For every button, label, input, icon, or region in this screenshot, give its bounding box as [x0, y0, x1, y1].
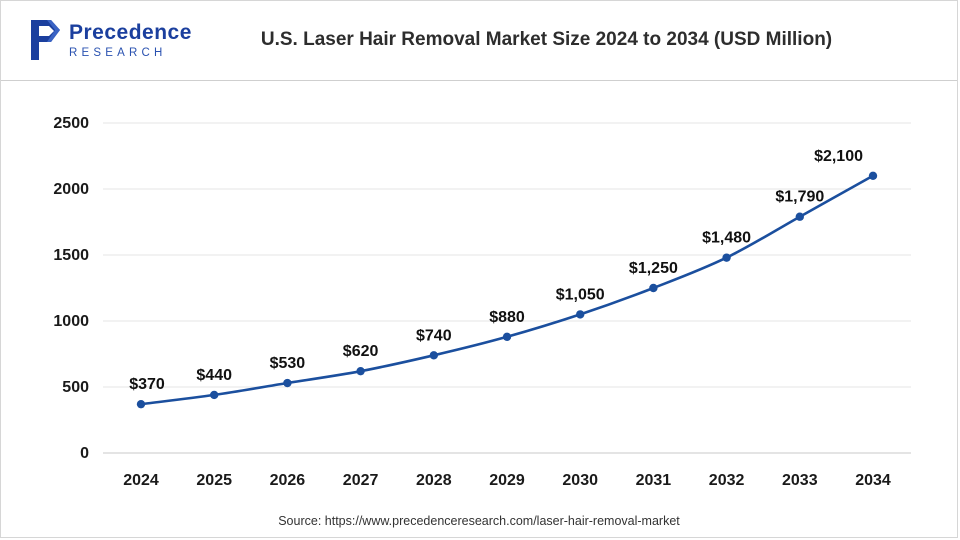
x-axis-tick-label: 2032 — [709, 472, 745, 489]
y-axis-tick-label: 1000 — [53, 313, 89, 330]
data-point-label: $1,250 — [629, 260, 678, 277]
data-point-label: $1,480 — [702, 229, 751, 246]
title-wrap: U.S. Laser Hair Removal Market Size 2024… — [242, 29, 931, 51]
x-axis-tick-label: 2034 — [855, 472, 891, 489]
logo-wordmark: Precedence — [69, 20, 192, 44]
x-axis-tick-label: 2030 — [562, 472, 598, 489]
source-text: Source: https://www.precedenceresearch.c… — [278, 514, 680, 529]
logo-text: Precedence RESEARCH — [69, 20, 192, 59]
data-point — [722, 253, 731, 262]
y-axis-tick-label: 1500 — [53, 247, 89, 264]
chart-area: 0 500 1000 1500 2000 2500 2024 2025 2026 2027 2028… — [1, 81, 957, 506]
data-point — [795, 212, 804, 221]
data-point — [868, 171, 878, 180]
y-axis-tick-label: 500 — [62, 379, 89, 396]
data-point — [356, 366, 365, 375]
x-axis-tick-label: 2033 — [782, 472, 818, 489]
x-axis-tick-label: 2028 — [416, 472, 452, 489]
data-point-label: $880 — [489, 308, 525, 325]
x-axis-tick-label: 2026 — [270, 472, 306, 489]
data-point — [283, 378, 292, 387]
x-axis-tick-label: 2024 — [123, 472, 159, 489]
logo-p-icon — [31, 20, 60, 61]
data-point-label: $1,790 — [775, 188, 824, 205]
data-point — [136, 399, 146, 408]
header: Precedence RESEARCH U.S. Laser Hair Remo… — [1, 1, 957, 81]
y-axis-tick-label: 0 — [80, 445, 89, 462]
x-axis-tick-label: 2027 — [343, 472, 379, 489]
data-point-label: $620 — [343, 343, 379, 360]
data-point-label: $440 — [196, 366, 232, 383]
data-point — [210, 390, 219, 399]
x-axis-tick-label: 2031 — [636, 472, 672, 489]
y-axis-tick-label: 2000 — [53, 181, 89, 198]
chart-title: U.S. Laser Hair Removal Market Size 2024… — [260, 29, 833, 51]
logo-subtitle: RESEARCH — [69, 46, 167, 59]
data-point — [649, 283, 658, 292]
data-point-label: $1,050 — [556, 286, 605, 303]
x-axis-tick-label: 2029 — [489, 472, 525, 489]
y-axis-tick-label: 2500 — [53, 115, 89, 132]
data-point-label: $2,100 — [814, 147, 863, 164]
data-point-label: $370 — [129, 376, 165, 393]
data-point — [502, 332, 512, 341]
data-point-label: $530 — [270, 355, 306, 372]
data-point — [576, 309, 585, 319]
precedence-research-logo: Precedence RESEARCH — [27, 20, 242, 61]
x-axis-tick-label: 2025 — [196, 472, 232, 489]
footer: Source: https://www.precedenceresearch.c… — [1, 506, 957, 537]
data-point-label: $740 — [416, 327, 452, 344]
data-point — [429, 350, 438, 360]
market-size-line — [139, 174, 875, 406]
line-chart: 0 500 1000 1500 2000 2500 2024 2025 2026 2027 2028… — [53, 115, 911, 489]
